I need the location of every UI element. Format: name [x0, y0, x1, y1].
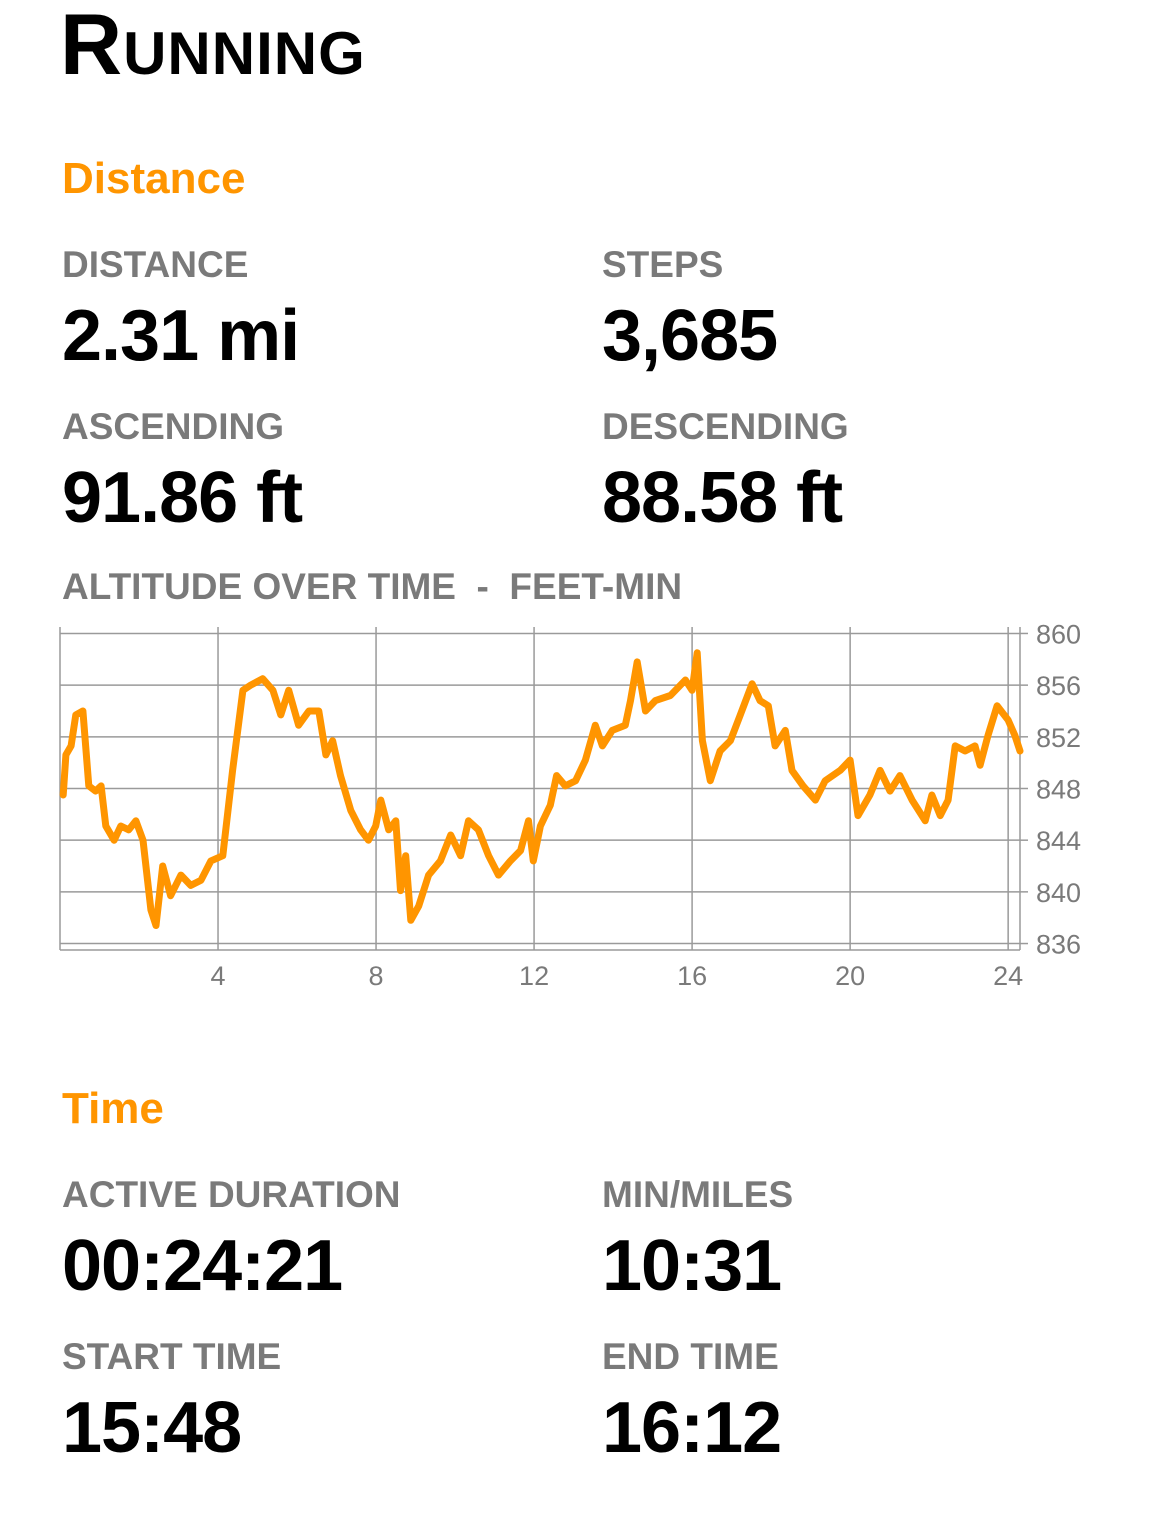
- stat-value: 3,685: [602, 296, 778, 376]
- stat-value: 10:31: [602, 1226, 782, 1306]
- y-tick-label: 840: [1036, 878, 1081, 908]
- x-tick-label: 4: [211, 961, 226, 991]
- stat-label: STEPS: [602, 244, 724, 285]
- y-tick-label: 848: [1036, 775, 1081, 805]
- chart-title: ALTITUDE OVER TIME - FEET-MIN: [62, 566, 682, 607]
- stat-label: ACTIVE DURATION: [62, 1174, 401, 1215]
- stat-label: END TIME: [602, 1336, 779, 1377]
- x-tick-label: 24: [993, 961, 1023, 991]
- section-heading: Time: [62, 1084, 164, 1133]
- stat-value: 16:12: [602, 1388, 782, 1468]
- section-heading: Distance: [62, 154, 246, 203]
- stat-value: 00:24:21: [62, 1226, 343, 1306]
- stat-label: ASCENDING: [62, 406, 285, 447]
- stat-value: 15:48: [62, 1388, 242, 1468]
- stat-value: 2.31 mi: [62, 296, 300, 376]
- x-tick-label: 8: [369, 961, 384, 991]
- stat-label: DISTANCE: [62, 244, 249, 285]
- page-title: Running: [60, 0, 366, 93]
- stat-label: MIN/MILES: [602, 1174, 794, 1215]
- altitude-line: [59, 649, 1024, 929]
- stat-value: 88.58 ft: [602, 458, 843, 538]
- y-tick-label: 836: [1036, 930, 1081, 960]
- y-tick-label: 852: [1036, 723, 1081, 753]
- x-tick-label: 12: [519, 961, 549, 991]
- stat-label: DESCENDING: [602, 406, 849, 447]
- altitude-chart: ALTITUDE OVER TIME - FEET-MIN 836 840 844 8…: [59, 566, 1081, 991]
- y-tick-label: 844: [1036, 826, 1081, 856]
- stat-value: 91.86 ft: [62, 458, 303, 538]
- x-tick-label: 20: [835, 961, 865, 991]
- x-tick-label: 16: [677, 961, 707, 991]
- stat-label: START TIME: [62, 1336, 282, 1377]
- y-tick-label: 856: [1036, 671, 1081, 701]
- y-tick-label: 860: [1036, 619, 1081, 649]
